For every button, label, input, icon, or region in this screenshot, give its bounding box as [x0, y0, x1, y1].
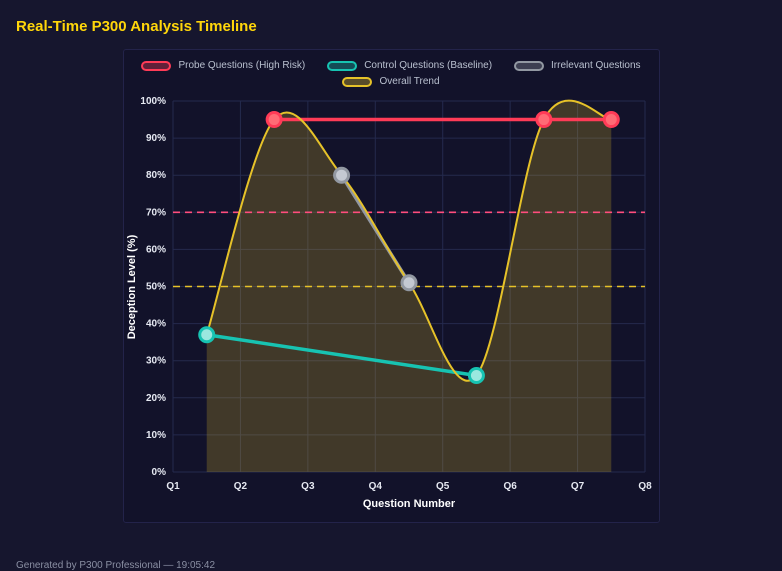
- legend-swatch-icon: [514, 60, 545, 71]
- y-tick-label: 50%: [145, 282, 165, 293]
- data-point-marker[interactable]: [534, 111, 552, 129]
- legend-swatch-icon: [342, 76, 373, 87]
- legend-item[interactable]: Overall Trend: [342, 76, 440, 87]
- x-tick-label: Q1: [166, 481, 180, 492]
- data-point-marker[interactable]: [400, 274, 417, 292]
- axis-tick-labels: Q1 Q2 Q3 Q4 Q5 Q6 Q7 Q8 0% 10% 20% 30% 40% 50% 60% 70% 8…: [140, 96, 652, 492]
- y-tick-label: 80%: [145, 170, 165, 181]
- x-axis-title: Question Number: [362, 498, 455, 510]
- legend-label: Control Questions (Baseline): [364, 60, 493, 71]
- legend-item[interactable]: Irrelevant Questions: [514, 60, 641, 71]
- y-tick-label: 70%: [145, 207, 165, 218]
- series-line: [204, 332, 478, 378]
- legend-swatch-icon: [327, 60, 358, 71]
- y-tick-label: 10%: [145, 430, 165, 441]
- x-tick-label: Q5: [436, 481, 450, 492]
- data-point-marker[interactable]: [467, 367, 485, 385]
- y-tick-label: 20%: [145, 393, 165, 404]
- y-tick-label: 90%: [145, 133, 165, 144]
- y-tick-label: 100%: [140, 96, 166, 107]
- y-axis-title: Deception Level (%): [126, 234, 138, 339]
- data-point-marker[interactable]: [197, 326, 215, 344]
- page-title: Real-Time P300 Analysis Timeline: [16, 18, 257, 35]
- data-point-marker[interactable]: [265, 111, 283, 129]
- x-tick-label: Q6: [503, 481, 517, 492]
- x-tick-label: Q4: [368, 481, 382, 492]
- data-point-marker[interactable]: [602, 111, 620, 129]
- x-tick-label: Q3: [301, 481, 315, 492]
- y-tick-label: 30%: [145, 356, 165, 367]
- footer-note: Generated by P300 Professional — 19:05:4…: [16, 560, 216, 571]
- legend-label: Overall Trend: [379, 76, 440, 87]
- x-tick-label: Q8: [638, 481, 652, 492]
- y-tick-label: 40%: [145, 319, 165, 330]
- legend-label: Probe Questions (High Risk): [178, 60, 306, 71]
- legend-item[interactable]: Probe Questions (High Risk): [141, 60, 305, 71]
- data-point-marker[interactable]: [332, 166, 350, 184]
- reference-lines: [172, 211, 645, 288]
- legend-swatch-icon: [141, 60, 172, 71]
- chart-panel: Probe Questions (High Risk) Control Quest…: [122, 49, 660, 523]
- chart-legend: Probe Questions (High Risk) Control Quest…: [132, 60, 651, 87]
- legend-item[interactable]: Control Questions (Baseline): [327, 60, 492, 71]
- x-tick-label: Q7: [570, 481, 584, 492]
- y-tick-label: 60%: [145, 244, 165, 255]
- x-tick-label: Q2: [233, 481, 247, 492]
- timeline-chart[interactable]: Q1 Q2 Q3 Q4 Q5 Q6 Q7 Q8 0% 10% 20% 30% 40% 50% 60% 70% 8…: [124, 93, 659, 513]
- legend-label: Irrelevant Questions: [551, 60, 641, 71]
- data-series: [197, 99, 620, 385]
- y-tick-label: 0%: [151, 467, 166, 478]
